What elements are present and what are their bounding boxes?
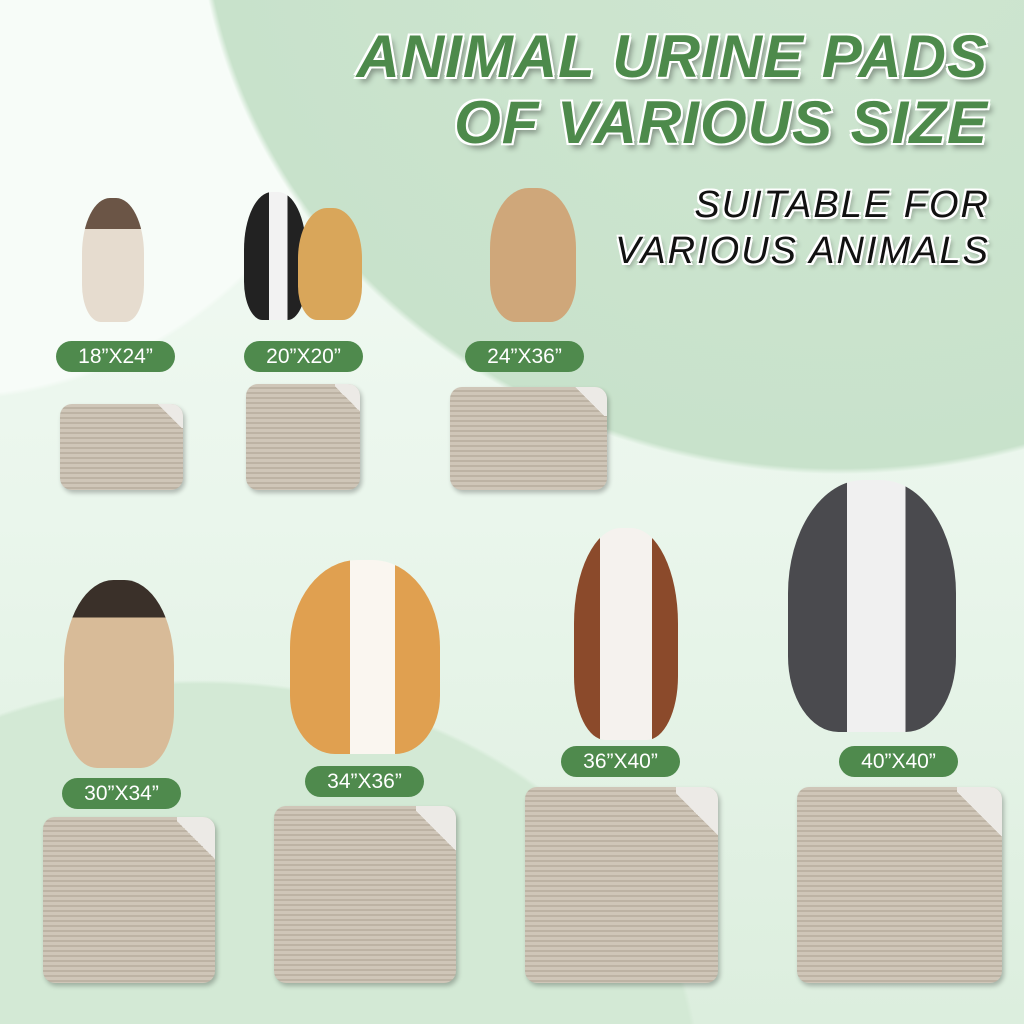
puppy-image xyxy=(298,208,362,320)
subtitle-line-2: VARIOUS ANIMALS xyxy=(615,230,990,272)
mixed-breed-dog-image xyxy=(490,188,576,322)
size-label-18x24: 18”X24” xyxy=(56,341,175,372)
size-label-40x40: 40”X40” xyxy=(839,746,958,777)
pad-30x34 xyxy=(43,817,216,983)
pad-36x40 xyxy=(525,787,719,983)
pad-20x20 xyxy=(246,384,360,490)
size-label-24x36: 24”X36” xyxy=(465,341,584,372)
size-label-20x20: 20”X20” xyxy=(244,341,363,372)
pad-34x36 xyxy=(274,806,457,983)
title-line-2: OF VARIOUS SIZE xyxy=(454,89,988,156)
size-label-30x34: 30”X34” xyxy=(62,778,181,809)
pug-image xyxy=(64,580,174,768)
husky-image xyxy=(788,480,956,732)
subtitle-line-1: SUITABLE FOR xyxy=(694,184,990,226)
pad-18x24 xyxy=(60,404,183,490)
size-label-34x36: 34”X36” xyxy=(305,766,424,797)
siamese-cat-image xyxy=(82,198,144,322)
pad-24x36 xyxy=(450,387,608,490)
cat-image xyxy=(244,192,306,320)
australian-shepherd-image xyxy=(574,528,678,740)
corgi-image xyxy=(290,560,440,754)
size-label-36x40: 36”X40” xyxy=(561,746,680,777)
pad-40x40 xyxy=(797,787,1002,983)
title-line-1: ANIMAL URINE PADS xyxy=(356,23,988,90)
